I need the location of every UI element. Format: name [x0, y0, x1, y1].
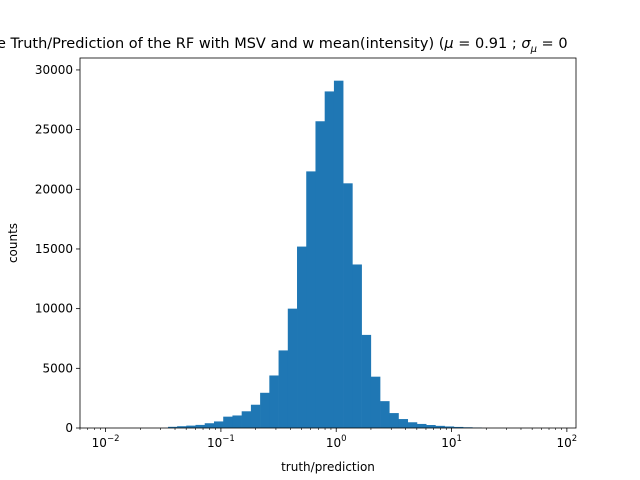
x-tick-label: 10−1 — [207, 434, 235, 450]
histogram-bar — [380, 401, 390, 428]
chart-title-tail: = 0 — [537, 36, 568, 52]
y-tick-label: 30000 — [35, 63, 73, 77]
plot-frame — [79, 57, 577, 429]
x-tick-label: 10−2 — [92, 434, 120, 450]
y-axis-label: counts — [6, 223, 20, 263]
histogram-bar — [232, 415, 242, 428]
histogram-bar — [297, 246, 307, 428]
y-tick-label: 0 — [65, 421, 73, 435]
x-axis-ticks: 10−2 10−1 100 101 102 — [79, 428, 578, 450]
x-tick-label: 100 — [326, 434, 347, 450]
chart-title: e Truth/Prediction of the RF with MSV an… — [0, 36, 568, 55]
y-tick-label: 5000 — [42, 361, 73, 375]
chart-title-mu: μ — [443, 36, 453, 52]
histogram-bar — [186, 425, 196, 428]
chart-title-sigma: σ — [521, 36, 531, 52]
histogram-bar — [389, 413, 399, 428]
y-tick-label: 25000 — [35, 123, 73, 137]
histogram-bar — [195, 424, 206, 428]
chart-title-mid: = 0.91 ; — [454, 36, 522, 52]
histogram-bars — [168, 80, 482, 429]
histogram-bar — [168, 426, 178, 428]
histogram-bar — [269, 375, 279, 428]
y-axis-ticks: 0 5000 10000 15000 20000 25000 30000 — [35, 63, 80, 435]
x-tick-label: 102 — [557, 434, 578, 450]
x-tick-label: 101 — [441, 434, 462, 450]
histogram-bar — [177, 426, 187, 428]
histogram-bar — [213, 421, 224, 428]
histogram-bar — [444, 426, 455, 428]
histogram-bar — [453, 426, 464, 428]
histogram-bar — [352, 264, 362, 428]
histogram-bar — [407, 422, 418, 428]
histogram-bar — [315, 121, 325, 428]
chart-title-sigma-sub: μ — [530, 44, 537, 55]
histogram-bar — [324, 91, 335, 429]
histogram-bar — [416, 423, 427, 428]
histogram-bar — [306, 171, 316, 428]
histogram-bar — [370, 376, 381, 428]
histogram-bar — [435, 425, 445, 428]
histogram-bar — [343, 183, 353, 428]
x-axis-label: truth/prediction — [281, 460, 375, 474]
histogram-bar — [250, 404, 261, 428]
y-tick-label: 10000 — [35, 302, 73, 316]
histogram-bar — [278, 350, 289, 428]
histogram-bar — [241, 411, 252, 428]
histogram-bar — [333, 80, 344, 429]
histogram-bar — [426, 425, 436, 428]
y-tick-label: 20000 — [35, 182, 73, 196]
histogram-bar — [287, 308, 298, 428]
histogram-bar — [398, 419, 409, 428]
histogram-bar — [204, 423, 215, 428]
histogram-bar — [260, 392, 270, 428]
y-tick-label: 15000 — [35, 242, 73, 256]
histogram-bar — [223, 416, 233, 428]
histogram-bar — [361, 334, 372, 428]
chart-title-main: e Truth/Prediction of the RF with MSV an… — [0, 36, 444, 52]
